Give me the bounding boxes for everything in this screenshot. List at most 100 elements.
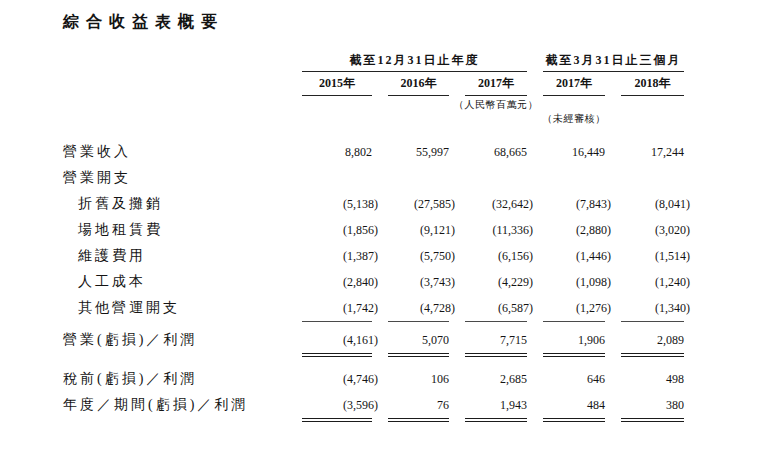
row-label: 維護費用 — [63, 243, 286, 269]
document-page: 綜合收益表概要 截至12月31日止年度 截至3月31日止三個月 2015年 20… — [0, 0, 767, 453]
cell-value: (5,750) — [420, 243, 455, 269]
cell-value: (3,743) — [420, 269, 455, 295]
value-cell: (1,856) — [302, 217, 372, 243]
cell-value: 16,449 — [572, 145, 605, 159]
table-row: 營業開支 — [63, 165, 684, 191]
value-cell: (8,041) — [621, 191, 684, 217]
cell-value: (1,514) — [655, 243, 690, 269]
value-cell: (4,746) — [302, 366, 372, 392]
cell-value: (1,340) — [655, 295, 690, 321]
cell-value: 68,665 — [494, 145, 527, 159]
value-cell: 17,244 — [621, 139, 684, 165]
unit-note-row: （人民幣百萬元） — [63, 96, 684, 112]
row-label: 其他營運開支 — [63, 295, 286, 322]
row-label: 場地租賃費 — [63, 217, 286, 243]
cell-value: 7,715 — [500, 333, 527, 347]
unaudited-note: （未經審核） — [543, 112, 605, 126]
value-cell: (4,728) — [388, 295, 449, 322]
row-label: 稅前(虧損)／利潤 — [63, 366, 286, 392]
table-row: 人工成本(2,840)(3,743)(4,229)(1,098)(1,240) — [63, 269, 684, 295]
value-cell: 2,089 — [621, 327, 684, 354]
cell-value: 17,244 — [651, 145, 684, 159]
cell-value: (6,587) — [498, 295, 533, 321]
value-cell: (1,276) — [543, 295, 605, 322]
cell-value: (3,020) — [655, 217, 690, 243]
cell-value: (32,642) — [492, 191, 533, 217]
table-row: 稅前(虧損)／利潤(4,746)1062,685646498 — [63, 366, 684, 392]
cell-value: (8,041) — [655, 191, 690, 217]
table-row: 折舊及攤銷 (5,138) (27,585) (32,642) (7,843) (8,04… — [63, 191, 684, 217]
cell-value: (1,742) — [343, 295, 378, 321]
value-cell: 8,802 — [302, 139, 372, 165]
row-label: 年度／期間(虧損)／利潤 — [63, 392, 286, 419]
value-cell: (1,446) — [543, 243, 605, 269]
cell-value: (1,098) — [576, 269, 611, 295]
value-cell: 380 — [621, 392, 684, 419]
cell-value: (2,840) — [343, 269, 378, 295]
value-cell: (2,840) — [302, 269, 372, 295]
column-header-2015: 2015年 — [302, 72, 372, 96]
cell-value: 646 — [587, 372, 605, 386]
cell-value: 8,802 — [345, 145, 372, 159]
cell-value: 76 — [437, 398, 449, 412]
value-cell: (1,514) — [621, 243, 684, 269]
value-cell: (4,229) — [465, 269, 527, 295]
cell-value: (9,121) — [420, 217, 455, 243]
cell-value: (6,156) — [498, 243, 533, 269]
value-cell: (5,138) — [302, 191, 372, 217]
value-cell: 16,449 — [543, 139, 605, 165]
row-label: 營業開支 — [63, 165, 286, 191]
table-row: 營業收入8,80255,99768,66516,44917,244 — [63, 139, 684, 165]
value-cell: (3,020) — [621, 217, 684, 243]
cell-value: 498 — [666, 372, 684, 386]
cell-value: (4,728) — [420, 295, 455, 321]
table-row: 年度／期間(虧損)／利潤(3,596)761,943484380 — [63, 392, 684, 418]
value-cell: (1,340) — [621, 295, 684, 322]
column-group-three-months-ended-mar31: 截至3月31日止三個月 — [543, 52, 684, 72]
row-label: 人工成本 — [63, 269, 286, 295]
cell-value: 380 — [666, 398, 684, 412]
cell-value: (4,746) — [343, 366, 378, 392]
cell-value: (11,336) — [492, 217, 533, 243]
value-cell: 55,997 — [388, 139, 449, 165]
value-cell — [388, 165, 449, 191]
column-header-row: 2015年 2016年 2017年 2017年 2018年 — [63, 72, 684, 96]
value-cell: (3,743) — [388, 269, 449, 295]
row-label: 營業(虧損)／利潤 — [63, 327, 286, 354]
value-cell: 1,906 — [543, 327, 605, 354]
value-cell: 76 — [388, 392, 449, 419]
value-cell: (9,121) — [388, 217, 449, 243]
cell-value: (1,387) — [343, 243, 378, 269]
table-row: 營業(虧損)／利潤 (4,161) 5,070 7,715 1,906 2,089 — [63, 327, 684, 353]
currency-unit-note: （人民幣百萬元） — [465, 96, 527, 112]
table-row: 其他營運開支 (1,742) (4,728) (6,587) (1,276) (1,340… — [63, 295, 684, 321]
value-cell: (1,387) — [302, 243, 372, 269]
value-cell: (4,161) — [302, 327, 372, 354]
value-cell: 5,070 — [388, 327, 449, 354]
value-cell: (7,843) — [543, 191, 605, 217]
cell-value: 1,906 — [578, 333, 605, 347]
value-cell: (11,336) — [465, 217, 527, 243]
value-cell: (6,587) — [465, 295, 527, 322]
cell-value: 1,943 — [500, 398, 527, 412]
cell-value: 55,997 — [416, 145, 449, 159]
cell-value: (1,856) — [343, 217, 378, 243]
value-cell — [621, 165, 684, 191]
page-title: 綜合收益表概要 — [63, 12, 224, 33]
value-cell: (27,585) — [388, 191, 449, 217]
column-group-header-row: 截至12月31日止年度 截至3月31日止三個月 — [63, 52, 684, 72]
value-cell: 498 — [621, 366, 684, 392]
value-cell — [543, 165, 605, 191]
cell-value: (1,446) — [576, 243, 611, 269]
cell-value: (3,596) — [343, 392, 378, 418]
cell-value: 2,685 — [500, 372, 527, 386]
row-label: 折舊及攤銷 — [63, 191, 286, 217]
cell-value: (4,161) — [343, 327, 378, 353]
value-cell — [465, 165, 527, 191]
value-cell: 2,685 — [465, 366, 527, 392]
table-row: 維護費用 (1,387) (5,750) (6,156) (1,446) (1,514) — [63, 243, 684, 269]
column-header-2017: 2017年 — [465, 72, 527, 96]
value-cell: (2,880) — [543, 217, 605, 243]
value-cell: (3,596) — [302, 392, 372, 419]
value-cell: 1,943 — [465, 392, 527, 419]
